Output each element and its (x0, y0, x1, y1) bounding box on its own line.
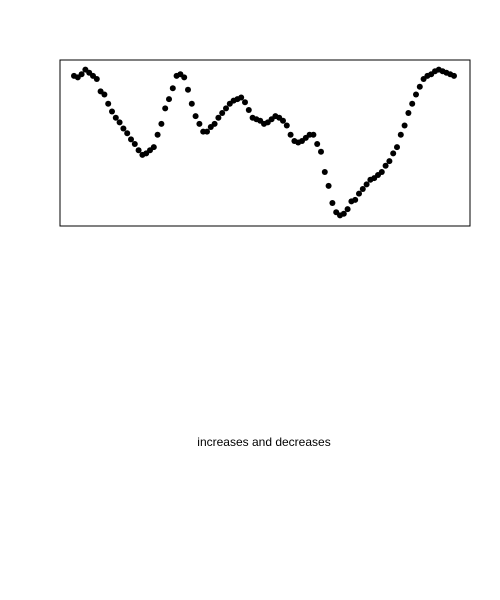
data-point (223, 105, 229, 112)
data-point (386, 158, 393, 165)
data-point (325, 182, 332, 189)
data-point (238, 94, 245, 101)
data-point (150, 144, 157, 151)
data-point (245, 106, 252, 113)
data-point (109, 108, 115, 115)
data-point (401, 122, 408, 129)
data-point (359, 186, 366, 192)
data-point (188, 100, 195, 107)
data-point (131, 141, 138, 148)
data-point (154, 131, 161, 138)
data-point (397, 131, 404, 138)
data-point (204, 128, 210, 135)
data-point (363, 181, 370, 188)
data-point (101, 91, 108, 98)
data-point (283, 122, 290, 129)
data-point (413, 91, 419, 98)
data-point (78, 71, 85, 78)
data-point (181, 74, 188, 81)
plot-frame (59, 59, 471, 227)
data-point (219, 110, 226, 117)
data-point (416, 83, 423, 90)
data-point (135, 147, 142, 154)
data-point (93, 75, 100, 82)
data-point (169, 85, 176, 92)
data-point (211, 120, 218, 127)
data-point (340, 210, 347, 217)
data-point (185, 86, 191, 93)
data-point (409, 100, 416, 107)
data-point (192, 113, 199, 120)
data-point (356, 190, 362, 197)
data-point (128, 136, 134, 143)
data-point (120, 125, 127, 132)
data-point (124, 130, 131, 137)
data-point (116, 119, 123, 126)
data-points (71, 66, 457, 219)
data-point (310, 131, 317, 138)
data-point (158, 120, 165, 127)
data-point (318, 148, 324, 155)
data-point (314, 141, 321, 148)
data-point (105, 100, 112, 107)
data-point (287, 131, 294, 138)
data-point (382, 162, 389, 169)
data-point (344, 206, 351, 213)
data-point (112, 114, 119, 121)
data-point (405, 110, 412, 117)
data-point (378, 168, 385, 175)
data-point (196, 120, 203, 127)
data-point (329, 199, 336, 206)
data-point (390, 150, 397, 157)
data-point (166, 96, 172, 103)
data-point (162, 105, 169, 112)
data-point (451, 72, 457, 79)
data-point (280, 117, 286, 124)
data-point (394, 144, 400, 151)
data-point (215, 114, 222, 121)
data-point (242, 99, 248, 106)
data-point (352, 196, 359, 203)
chart-caption: increases and decreases (197, 435, 331, 449)
data-point (321, 168, 328, 175)
